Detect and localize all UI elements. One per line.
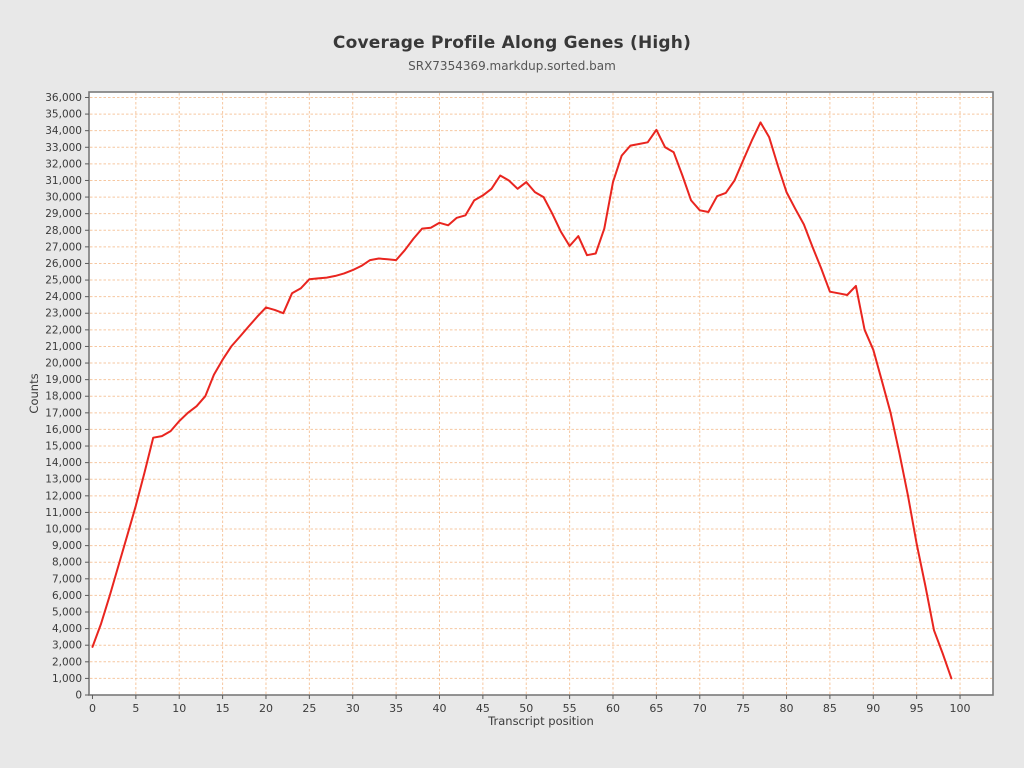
- svg-text:12,000: 12,000: [45, 490, 82, 502]
- svg-text:27,000: 27,000: [45, 241, 82, 253]
- svg-text:5,000: 5,000: [52, 607, 82, 619]
- chart-subtitle: SRX7354369.markdup.sorted.bam: [408, 59, 616, 73]
- svg-text:6,000: 6,000: [52, 590, 82, 602]
- svg-text:75: 75: [736, 702, 750, 715]
- svg-text:0: 0: [89, 702, 96, 715]
- svg-text:20,000: 20,000: [45, 358, 82, 370]
- svg-text:26,000: 26,000: [45, 258, 82, 270]
- svg-text:28,000: 28,000: [45, 225, 82, 237]
- svg-text:100: 100: [950, 702, 971, 715]
- svg-text:35: 35: [389, 702, 403, 715]
- plot-border: [88, 91, 994, 696]
- svg-text:32,000: 32,000: [45, 158, 82, 170]
- axis-ticks: [85, 96, 961, 699]
- gridlines: [90, 93, 992, 696]
- svg-text:55: 55: [563, 702, 577, 715]
- svg-text:85: 85: [823, 702, 837, 715]
- svg-text:2,000: 2,000: [52, 656, 82, 668]
- svg-text:10,000: 10,000: [45, 524, 82, 536]
- svg-text:4,000: 4,000: [52, 623, 82, 635]
- y-axis-tick-labels: 0 1,000 2,000 3,000 4,000 5,000 6,000 7,000 8,00…: [45, 92, 82, 702]
- x-axis-label: Transcript position: [487, 714, 594, 728]
- svg-text:22,000: 22,000: [45, 324, 82, 336]
- svg-text:35,000: 35,000: [45, 109, 82, 121]
- svg-text:1,000: 1,000: [52, 673, 82, 685]
- svg-text:10: 10: [172, 702, 186, 715]
- svg-text:25: 25: [302, 702, 316, 715]
- svg-text:40: 40: [432, 702, 446, 715]
- svg-text:24,000: 24,000: [45, 291, 82, 303]
- svg-text:65: 65: [649, 702, 663, 715]
- svg-text:33,000: 33,000: [45, 142, 82, 154]
- svg-text:3,000: 3,000: [52, 640, 82, 652]
- x-axis-tick-labels: 0 5 10 15 20 25 30 35 40 45 50 55 60 65 70 75 80 85 90 95 10…: [89, 702, 971, 715]
- svg-text:7,000: 7,000: [52, 573, 82, 585]
- svg-text:14,000: 14,000: [45, 457, 82, 469]
- chart-title: Coverage Profile Along Genes (High): [332, 33, 692, 53]
- svg-text:0: 0: [75, 690, 82, 702]
- svg-text:95: 95: [910, 702, 924, 715]
- svg-text:50: 50: [519, 702, 533, 715]
- svg-text:29,000: 29,000: [45, 208, 82, 220]
- svg-text:80: 80: [780, 702, 794, 715]
- svg-text:30: 30: [346, 702, 360, 715]
- coverage-line: [91, 121, 953, 680]
- svg-text:17,000: 17,000: [45, 407, 82, 419]
- svg-text:19,000: 19,000: [45, 374, 82, 386]
- svg-text:8,000: 8,000: [52, 557, 82, 569]
- svg-text:15,000: 15,000: [45, 441, 82, 453]
- svg-text:18,000: 18,000: [45, 391, 82, 403]
- svg-text:15: 15: [216, 702, 230, 715]
- svg-text:16,000: 16,000: [45, 424, 82, 436]
- svg-text:23,000: 23,000: [45, 308, 82, 320]
- svg-text:31,000: 31,000: [45, 175, 82, 187]
- svg-text:90: 90: [866, 702, 880, 715]
- svg-text:20: 20: [259, 702, 273, 715]
- svg-text:11,000: 11,000: [45, 507, 82, 519]
- svg-text:45: 45: [476, 702, 490, 715]
- svg-text:21,000: 21,000: [45, 341, 82, 353]
- svg-text:9,000: 9,000: [52, 540, 82, 552]
- svg-text:34,000: 34,000: [45, 125, 82, 137]
- plot-background: [89, 92, 993, 695]
- svg-text:30,000: 30,000: [45, 192, 82, 204]
- y-axis-label: Counts: [27, 373, 41, 413]
- svg-text:36,000: 36,000: [45, 92, 82, 104]
- svg-text:60: 60: [606, 702, 620, 715]
- svg-text:25,000: 25,000: [45, 275, 82, 287]
- svg-text:13,000: 13,000: [45, 474, 82, 486]
- svg-text:70: 70: [693, 702, 707, 715]
- svg-text:5: 5: [132, 702, 139, 715]
